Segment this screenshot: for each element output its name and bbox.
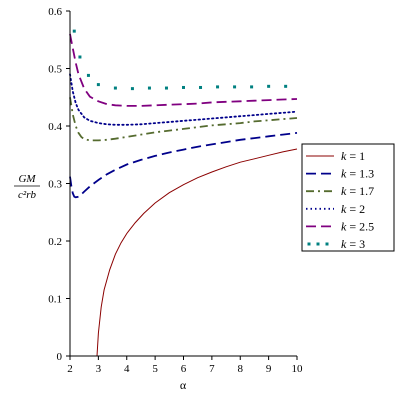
y-tick-label: 0.3 — [48, 179, 62, 191]
legend-point — [316, 242, 320, 246]
series-k-3-point — [164, 86, 168, 90]
y-ticks: 0 0.1 0.2 0.3 0.4 0.5 0.6 — [48, 6, 70, 363]
legend-label: k = 2 — [341, 202, 365, 216]
x-tick-label: 6 — [181, 363, 187, 375]
x-tick-label: 9 — [266, 363, 272, 375]
legend-label: k = 1.7 — [341, 184, 374, 198]
series-k-1 — [96, 148, 298, 357]
legend-label: k = 1.3 — [341, 167, 374, 181]
y-tick-label: 0.4 — [48, 121, 62, 133]
series-k-3-point — [284, 84, 288, 88]
series-k-3-point — [250, 85, 254, 89]
x-tick-label: 8 — [238, 363, 244, 375]
legend-point — [325, 242, 329, 246]
legend-item-k-1-7: k = 1.7 — [306, 184, 374, 198]
series-k-2 — [69, 73, 298, 126]
legend-item-k-1-3: k = 1.3 — [306, 167, 374, 181]
legend-box — [301, 143, 395, 252]
series-k-2-5-line — [69, 33, 298, 107]
legend-label: k = 1 — [341, 149, 365, 163]
legend-label: k = 2.5 — [341, 219, 374, 233]
series-k-3-point — [267, 84, 271, 88]
series-k-3-point — [147, 86, 151, 90]
series-k-2-5 — [69, 33, 298, 107]
y-tick-label: 0.1 — [48, 294, 62, 306]
legend-item-k-2-5: k = 2.5 — [306, 219, 374, 233]
y-axis-label-denominator: c²rb — [18, 189, 36, 201]
series-k-1-line — [96, 148, 298, 357]
legend-item-k-2: k = 2 — [306, 202, 365, 216]
series-k-2-line — [69, 73, 298, 126]
y-axis-label-numerator: GM — [18, 173, 36, 185]
x-ticks: 2 3 4 5 6 7 8 9 10 — [67, 356, 303, 375]
series-k-3-point — [233, 85, 237, 89]
x-tick-label: 3 — [96, 363, 102, 375]
legend-label: k = 3 — [341, 237, 365, 251]
x-tick-label: 5 — [152, 363, 158, 375]
y-tick-label: 0 — [57, 351, 63, 363]
plot-area: 2 3 4 5 6 7 8 9 10 0 0.1 0.2 0.3 0.4 0.5 0.6 — [48, 6, 303, 375]
legend-point — [307, 242, 311, 246]
x-tick-label: 10 — [292, 363, 304, 375]
legend-items: k = 1 k = 1.3 k = 1.7 k = 2 k = 2.5 k = 3 — [306, 149, 374, 251]
legend-item-k-3: k = 3 — [307, 237, 365, 251]
legend: k = 1 k = 1.3 k = 1.7 k = 2 k = 2.5 k = 3 — [301, 143, 395, 252]
y-axis-label: GM c²rb — [14, 173, 40, 201]
x-tick-label: 7 — [209, 363, 215, 375]
series-k-3-point — [216, 85, 220, 89]
series-k-3 — [72, 29, 288, 91]
series-k-1-3 — [69, 132, 298, 199]
series-k-3-point — [86, 73, 90, 77]
series-k-3-point — [199, 85, 203, 89]
series-layer — [69, 29, 298, 357]
series-k-3-point — [130, 87, 134, 91]
series-k-1-7-line — [69, 97, 298, 142]
y-tick-label: 0.2 — [48, 236, 62, 248]
y-tick-label: 0.6 — [48, 6, 62, 18]
x-tick-label: 4 — [124, 363, 130, 375]
y-tick-label: 0.5 — [48, 64, 62, 76]
series-k-3-point — [113, 86, 117, 90]
series-k-1-3-line — [69, 132, 298, 199]
x-axis-label: α — [180, 378, 187, 392]
series-k-3-point — [78, 55, 82, 59]
series-k-3-point — [182, 85, 185, 89]
legend-item-k-1: k = 1 — [306, 149, 365, 163]
x-tick-label: 2 — [67, 363, 73, 375]
series-k-3-point — [96, 83, 100, 87]
series-k-1-7 — [69, 97, 298, 142]
series-k-3-point — [72, 29, 76, 33]
